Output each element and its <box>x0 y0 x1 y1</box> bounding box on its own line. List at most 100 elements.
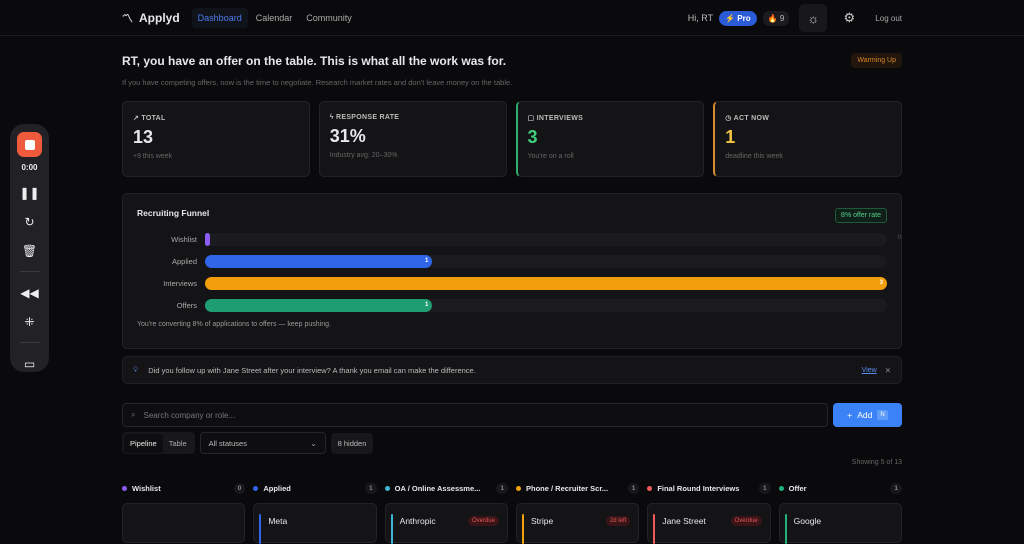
nav-calendar[interactable]: Calendar <box>255 12 293 23</box>
stat-interviews: ▢ INTERVIEWS 3 You're on a roll <box>515 101 705 177</box>
logout-link[interactable]: Log out <box>875 13 902 23</box>
deadline-badge: Overdue <box>467 516 499 526</box>
pipeline-column: Final Round Interviews 1 Jane Street Overdu… <box>647 481 771 544</box>
deadline-badge: Overdue <box>730 516 762 526</box>
deadline-badge: 2d left <box>605 516 631 526</box>
trending-up-icon: ↗ <box>133 115 142 122</box>
pipeline-column: Phone / Recruiter Scr... 1 Stripe 2d left <box>515 481 640 544</box>
search-input[interactable]: ⌕ Search company or role... <box>122 403 828 427</box>
close-icon[interactable]: ✕ <box>884 365 891 375</box>
brand[interactable]: 〽 Applyd <box>122 10 180 25</box>
recorder-toolbar: 0:00 ❚❚ ↻ 🗑︎ ◀◀ ⁜ ▭ <box>10 124 49 372</box>
funnel-bar: 1 <box>205 298 433 312</box>
status-badge: Warming Up <box>851 53 902 68</box>
pipeline-column: Wishlist 0 <box>122 481 246 543</box>
column-title: OA / Online Assessme... <box>394 483 481 493</box>
column-count: 1 <box>627 482 640 494</box>
column-count: 1 <box>365 482 377 494</box>
funnel-note: You're converting 8% of applications to … <box>137 321 331 328</box>
application-card[interactable]: Anthropic Overdue <box>384 503 508 544</box>
status-dot <box>253 485 259 491</box>
stat-total: ↗ TOTAL 13 +9 this week <box>122 101 310 177</box>
view-pipeline[interactable]: Pipeline <box>124 433 163 453</box>
nav-dashboard[interactable]: Dashboard <box>191 7 248 28</box>
application-card[interactable]: Stripe 2d left <box>515 503 640 544</box>
column-count: 0 <box>233 482 246 494</box>
theme-toggle-sun-icon[interactable]: ☼ <box>799 4 828 32</box>
funnel-bar: 1 <box>205 254 433 268</box>
pipeline-column: Offer 1 Google <box>778 481 902 544</box>
page-subtitle: If you have competing offers, now is the… <box>122 78 513 87</box>
camera-icon[interactable]: ▭ <box>23 357 36 371</box>
grid-icon[interactable]: ⁜ <box>24 315 35 329</box>
pause-icon[interactable]: ❚❚ <box>19 186 40 200</box>
application-card[interactable]: Meta <box>253 503 377 544</box>
funnel-label: Wishlist <box>171 234 197 244</box>
restart-icon[interactable]: ↻ <box>24 215 35 229</box>
chevron-down-icon: ⌄ <box>310 438 317 448</box>
add-button[interactable]: + Add N <box>833 403 902 427</box>
funnel-row: Interviews 3 <box>137 276 887 290</box>
pipeline-column: Applied 1 Meta <box>253 481 377 544</box>
settings-gear-icon[interactable]: ⚙ <box>843 10 856 25</box>
column-count: 1 <box>759 482 771 494</box>
pipeline-column: OA / Online Assessme... 1 Anthropic Overdue <box>384 481 508 544</box>
offer-rate-badge: 8% offer rate <box>835 208 887 223</box>
lightbulb-icon: 💡︎ <box>133 365 139 374</box>
page-title: RT, you have an offer on the table. This… <box>122 54 507 68</box>
status-select[interactable]: All statuses ⌄ <box>199 432 326 454</box>
logo-icon: 〽 <box>122 12 133 25</box>
main: RT, you have an offer on the table. This… <box>122 36 902 544</box>
greeting: Hi, RT <box>687 13 714 23</box>
view-table[interactable]: Table <box>168 438 187 448</box>
follow-up-tip: 💡︎ Did you follow up with Jane Street af… <box>122 356 902 384</box>
recruiting-funnel: Recruiting Funnel 8% offer rate Wishlist… <box>122 193 902 349</box>
funnel-track: 0 <box>205 232 901 246</box>
empty-card <box>122 503 246 543</box>
clock-icon: ◷ <box>725 115 734 122</box>
funnel-label: Offers <box>176 300 197 310</box>
view-toggle: Pipeline Table <box>122 432 195 454</box>
stop-record-button[interactable] <box>17 132 42 157</box>
status-dot <box>647 485 653 491</box>
trash-icon[interactable]: 🗑︎ <box>21 244 38 258</box>
funnel-track: 1 <box>205 254 887 268</box>
showing-count: Showing 5 of 13 <box>851 459 902 466</box>
funnel-label: Applied <box>171 256 197 266</box>
stat-act-now: ◷ ACT NOW 1 deadline this week <box>713 101 902 177</box>
funnel-title: Recruiting Funnel <box>137 208 210 218</box>
column-title: Applied <box>263 483 291 493</box>
streak-badge: 🔥 9 <box>762 10 790 26</box>
application-card[interactable]: Jane Street Overdue <box>647 503 771 544</box>
nav-community[interactable]: Community <box>306 12 352 23</box>
funnel-track: 3 <box>205 276 887 290</box>
status-dot <box>515 485 521 491</box>
record-timer: 0:00 <box>21 163 38 172</box>
funnel-row: Applied 1 <box>137 254 887 268</box>
funnel-value: 0 <box>897 234 901 241</box>
column-count: 1 <box>496 482 508 494</box>
search-icon: ⌕ <box>131 410 136 419</box>
stat-response-rate: ϟ RESPONSE RATE 31% Industry avg: 20–30% <box>318 101 507 177</box>
message-icon: ▢ <box>527 115 537 122</box>
bolt-icon: ϟ <box>329 114 336 121</box>
column-title: Final Round Interviews <box>657 483 740 493</box>
column-title: Offer <box>788 483 807 493</box>
funnel-track: 1 <box>205 298 887 312</box>
funnel-bar: 3 <box>205 276 887 290</box>
view-link[interactable]: View <box>861 366 877 374</box>
column-title: Wishlist <box>132 483 161 493</box>
funnel-row: Offers 1 <box>137 298 887 312</box>
status-dot <box>384 485 390 491</box>
funnel-bar <box>205 232 210 246</box>
application-card[interactable]: Google <box>778 503 902 544</box>
rewind-icon[interactable]: ◀◀ <box>20 286 39 300</box>
pro-badge[interactable]: ⚡ Pro <box>719 10 757 26</box>
column-title: Phone / Recruiter Scr... <box>525 483 609 493</box>
hidden-count-button[interactable]: 8 hidden <box>330 432 374 454</box>
funnel-label: Interviews <box>163 278 197 288</box>
status-dot <box>122 485 127 491</box>
column-count: 1 <box>890 482 902 494</box>
status-dot <box>778 485 784 491</box>
top-nav: 〽 Applyd Dashboard Calendar Community Hi,… <box>0 0 1024 36</box>
